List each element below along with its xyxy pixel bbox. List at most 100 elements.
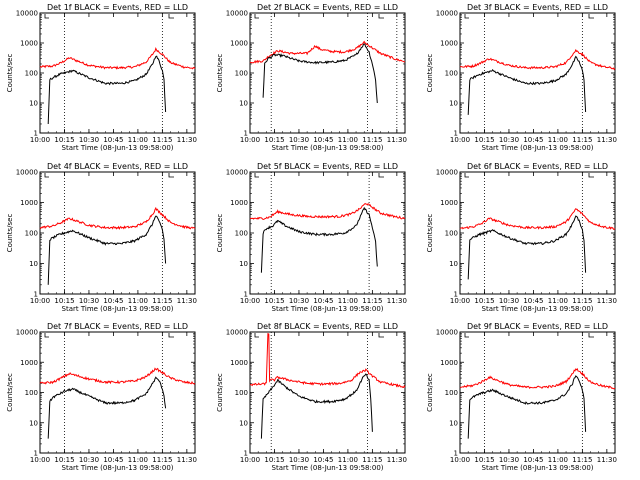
x-tick-label: 11:00 (548, 456, 568, 464)
y-tick-label: 10 (239, 419, 248, 427)
panel-title: Det 5f BLACK = Events, RED = LLD (257, 162, 398, 171)
y-axis-label: Counts/sec (426, 214, 434, 253)
corner-marker (588, 333, 594, 338)
y-tick-label: 1000 (440, 199, 458, 207)
x-axis-label: Start Time (08-Jun-13 09:58:00) (62, 305, 174, 313)
y-tick-label: 1 (34, 130, 38, 138)
x-tick-label: 11:15 (572, 136, 592, 144)
x-tick-label: 10:15 (474, 136, 494, 144)
x-tick-label: 10:00 (240, 297, 260, 305)
series-line-red (39, 46, 196, 70)
x-tick-label: 10:45 (313, 297, 333, 305)
y-axis-label: Counts/sec (216, 54, 224, 93)
corner-marker (378, 173, 384, 178)
y-tick-label: 1 (34, 450, 38, 458)
y-tick-label: 100 (445, 70, 458, 78)
chart-panel-9: Det 9f BLACK = Events, RED = LLD 1 10 100 10… (426, 322, 617, 472)
panel-title: Det 7f BLACK = Events, RED = LLD (47, 322, 188, 331)
y-tick-label: 10 (29, 100, 38, 108)
y-tick-label: 10 (239, 260, 248, 268)
x-tick-label: 11:30 (177, 136, 197, 144)
chart-panel-6: Det 6f BLACK = Events, RED = LLD 1 10 100 10… (426, 162, 617, 313)
panel-title: Det 6f BLACK = Events, RED = LLD (467, 162, 608, 171)
y-tick-label: 1000 (230, 40, 248, 48)
chart-panel-2: Det 2f BLACK = Events, RED = LLD 1 10 100 10… (216, 3, 407, 152)
series-line-black (467, 375, 587, 439)
x-tick-label: 11:15 (362, 456, 382, 464)
x-tick-label: 10:45 (313, 456, 333, 464)
x-tick-label: 10:00 (30, 136, 50, 144)
x-tick-label: 11:00 (128, 297, 148, 305)
y-tick-label: 10000 (16, 169, 38, 177)
corner-marker (254, 173, 259, 178)
x-tick-label: 10:00 (240, 136, 260, 144)
x-tick-label: 10:15 (264, 297, 284, 305)
x-tick-label: 11:30 (597, 136, 617, 144)
y-tick-label: 100 (25, 230, 38, 238)
x-axis-label: Start Time (08-Jun-13 09:58:00) (62, 464, 174, 472)
corner-marker (44, 333, 49, 338)
y-axis-label: Counts/sec (216, 214, 224, 253)
y-tick-label: 100 (445, 230, 458, 238)
corner-marker (464, 173, 469, 178)
plot-frame (249, 12, 406, 134)
x-tick-label: 10:45 (313, 136, 333, 144)
y-tick-label: 10000 (226, 329, 248, 337)
x-axis-label: Start Time (08-Jun-13 09:58:00) (482, 144, 594, 152)
y-tick-label: 1 (244, 450, 248, 458)
corner-marker (44, 173, 49, 178)
y-tick-label: 10 (449, 260, 458, 268)
corner-marker (168, 173, 174, 178)
x-tick-label: 11:15 (572, 297, 592, 305)
x-tick-label: 11:00 (128, 136, 148, 144)
y-tick-label: 1000 (440, 359, 458, 367)
x-tick-label: 10:45 (523, 456, 543, 464)
series-line-red (249, 333, 406, 389)
y-tick-label: 100 (25, 70, 38, 78)
series-line-red (459, 48, 616, 71)
y-axis-label: Counts/sec (216, 373, 224, 412)
x-tick-label: 10:30 (499, 136, 519, 144)
x-tick-label: 10:45 (523, 136, 543, 144)
series-line-black (47, 215, 167, 285)
x-tick-label: 10:45 (103, 456, 123, 464)
series-line-red (249, 202, 406, 221)
series-line-black (47, 376, 167, 439)
x-tick-label: 10:00 (240, 456, 260, 464)
chart-panel-7: Det 7f BLACK = Events, RED = LLD 1 10 100 10… (6, 322, 197, 472)
x-tick-label: 11:00 (548, 136, 568, 144)
x-tick-label: 11:15 (572, 456, 592, 464)
x-tick-label: 11:15 (362, 136, 382, 144)
panel-title: Det 2f BLACK = Events, RED = LLD (257, 3, 398, 12)
series-line-black (467, 55, 587, 115)
x-tick-label: 10:30 (289, 136, 309, 144)
x-tick-label: 10:00 (30, 297, 50, 305)
y-axis-label: Counts/sec (6, 54, 14, 93)
y-tick-label: 10 (449, 419, 458, 427)
y-tick-label: 1 (34, 291, 38, 299)
plot-frame (249, 331, 406, 454)
x-tick-label: 10:15 (54, 136, 74, 144)
x-axis-label: Start Time (08-Jun-13 09:58:00) (272, 144, 384, 152)
series-line-black (467, 215, 587, 280)
x-tick-label: 10:30 (289, 297, 309, 305)
y-tick-label: 10000 (436, 10, 458, 18)
x-tick-label: 10:00 (450, 297, 470, 305)
x-tick-label: 10:45 (103, 136, 123, 144)
y-tick-label: 1 (244, 291, 248, 299)
y-tick-label: 100 (235, 389, 248, 397)
corner-marker (464, 333, 469, 338)
x-tick-label: 11:30 (177, 456, 197, 464)
corner-marker (44, 14, 49, 19)
y-tick-label: 1000 (440, 40, 458, 48)
y-tick-label: 10 (449, 100, 458, 108)
y-tick-label: 1000 (20, 359, 38, 367)
x-tick-label: 10:15 (54, 297, 74, 305)
series-line-black (47, 55, 167, 125)
series-line-black (260, 373, 373, 439)
y-axis-label: Counts/sec (426, 54, 434, 93)
x-tick-label: 10:15 (54, 456, 74, 464)
chart-panel-5: Det 5f BLACK = Events, RED = LLD 1 10 100 10… (216, 162, 407, 313)
x-tick-label: 10:30 (289, 456, 309, 464)
